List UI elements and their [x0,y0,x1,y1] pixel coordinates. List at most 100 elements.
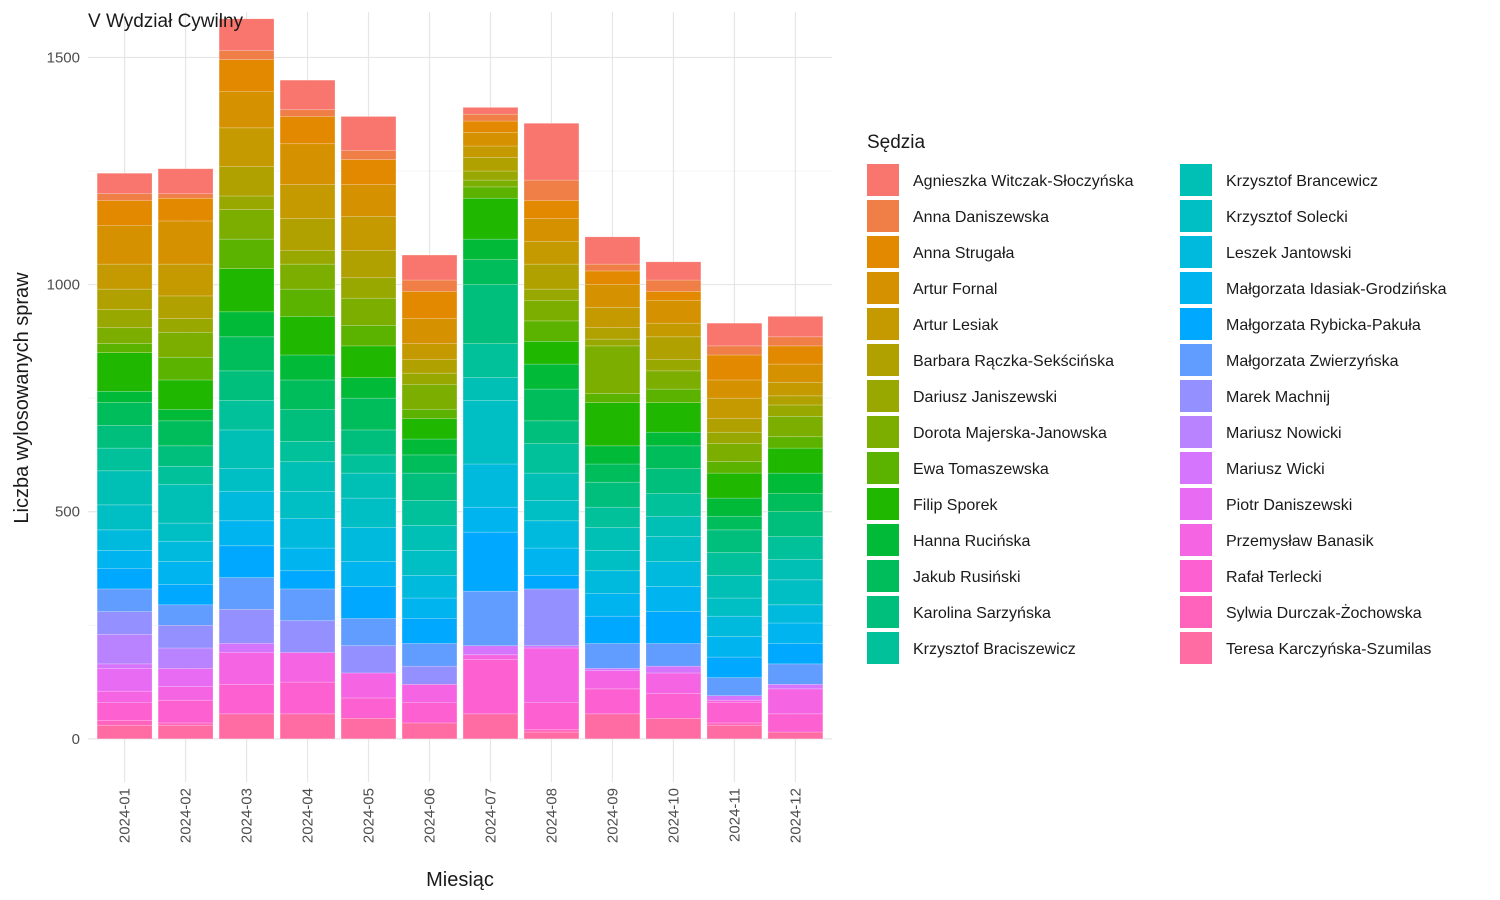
bar-segment [157,356,214,381]
bar-segment [401,472,458,501]
bar-segment [279,570,336,590]
legend-label: Artur Lesiak [913,317,999,334]
bar-segment [401,597,458,619]
bar-segment [340,561,397,587]
bar-segment [218,50,275,60]
bar-segment [279,379,336,410]
bar-segment [279,409,336,442]
bar-segment [279,461,336,492]
bar-segment [340,216,397,251]
bar-segment [340,277,397,299]
bar-segment [401,291,458,319]
bar-segment [157,263,214,297]
bar-segment [462,343,519,378]
bar-segment [462,284,519,344]
legend-key [1180,524,1212,556]
bar-segment [401,454,458,474]
bar-segment [584,527,641,551]
bar-segment [767,472,824,494]
bar-segment [523,241,580,265]
legend-title: Sędzia [867,132,926,153]
bar-segment [218,684,275,715]
bar-segment [218,429,275,469]
bar-segment [523,702,580,731]
bar-segment [218,577,275,610]
bar-segment [706,575,763,599]
bar-segment [96,668,153,692]
bar-segment [279,288,336,317]
bar-segment [340,618,397,647]
bar-segment [462,400,519,465]
x-tick-label: 2024-11 [726,788,743,842]
bar-segment [96,663,153,669]
bar-segment [279,263,336,290]
bars [96,18,824,740]
bar-segment [462,377,519,401]
bar-segment [584,615,641,644]
bar-segment [584,402,641,447]
bar-segment [523,420,580,444]
bar-segment [279,713,336,740]
bar-segment [523,547,580,576]
bar-segment [523,472,580,501]
bar-segment [584,668,641,672]
bar-segment [645,261,702,281]
bar-segment [96,391,153,403]
bar-segment [218,59,275,92]
bar-segment [767,381,824,397]
bar-segment [645,388,702,403]
legend-key [867,596,899,628]
bar-segment [584,338,641,347]
legend-key [1180,272,1212,304]
bar-segment [645,493,702,517]
bar-segment [706,702,763,724]
bar-segment [645,291,702,301]
bar-segment [157,465,214,485]
bar-segment [645,561,702,587]
bar-segment [706,722,763,726]
bar-segment [96,200,153,226]
bar-segment [767,622,824,644]
bar-segment [767,493,824,513]
legend-label: Anna Strugała [913,245,1015,262]
bar-segment [96,634,153,665]
bar-segment [767,684,824,690]
bar-segment [584,688,641,715]
bar-segment [96,529,153,551]
bar-segment [767,316,824,338]
y-tick-label: 0 [72,731,80,748]
bar-segment [340,672,397,699]
bar-segment [584,393,641,403]
bar-segment [523,729,580,733]
bar-segment [279,620,336,653]
legend-key [1180,380,1212,412]
bar-segment [584,284,641,308]
legend-key [1180,344,1212,376]
bar-segment [96,327,153,344]
bar-segment [340,345,397,378]
bar-segment [401,575,458,599]
legend: Sędzia Agnieszka Witczak-Słoczyńska Anna … [867,132,1447,664]
bar-segment [523,122,580,181]
bar-segment [157,484,214,524]
bar-segment [340,159,397,185]
x-tick-label: 2024-05 [361,788,378,843]
bar-segment [767,416,824,438]
legend-key [867,560,899,592]
legend-key [1180,164,1212,196]
bar-segment [401,550,458,576]
bar-segment [157,522,214,542]
bar-segment [706,497,763,517]
bar-segment [584,306,641,329]
bar-segment [523,179,580,201]
bar-segment [340,429,397,456]
bar-segment [523,575,580,590]
legend-key [867,380,899,412]
bar-segment [706,529,763,553]
bar-segment [96,193,153,201]
bar-segment [218,209,275,240]
bar-segment [523,320,580,342]
bar-segment [767,663,824,685]
bar-segment [584,713,641,740]
